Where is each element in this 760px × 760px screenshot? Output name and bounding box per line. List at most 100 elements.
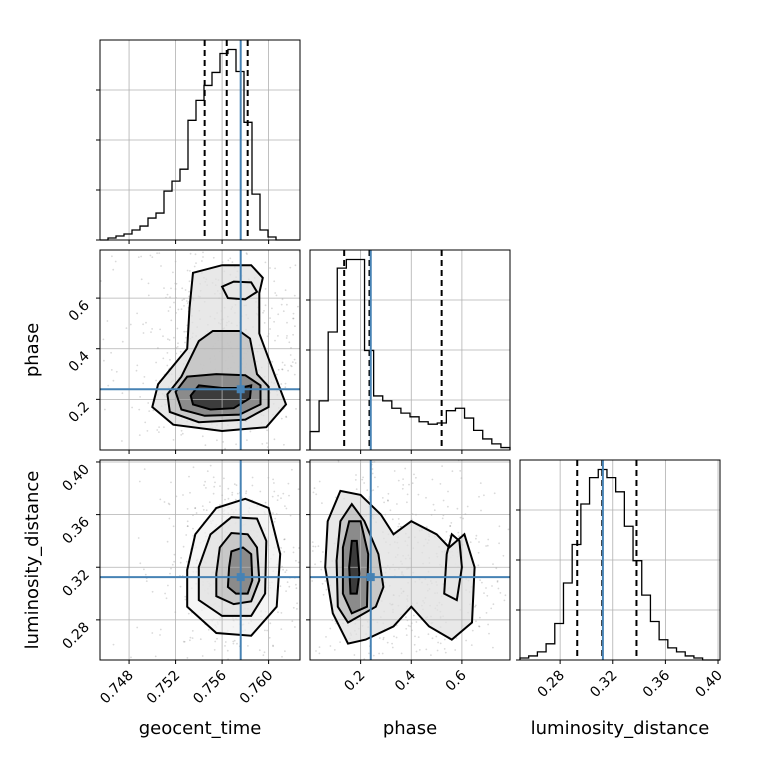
- sample-point: [470, 644, 473, 646]
- sample-point: [292, 317, 295, 320]
- sample-point: [169, 572, 171, 575]
- sample-point: [292, 312, 295, 315]
- sample-point: [261, 443, 264, 445]
- sample-point: [396, 503, 398, 505]
- x-axis-label-luminosity-distance: luminosity_distance: [531, 718, 710, 739]
- sample-point: [184, 289, 187, 291]
- sample-point: [110, 351, 112, 354]
- sample-point: [170, 567, 172, 570]
- sample-point: [247, 645, 249, 647]
- sample-point: [393, 470, 396, 472]
- sample-point: [188, 475, 190, 478]
- sample-point: [483, 592, 485, 594]
- sample-point: [274, 517, 277, 520]
- sample-point: [493, 492, 496, 495]
- sample-point: [192, 466, 195, 469]
- sample-point: [355, 488, 358, 491]
- sample-point: [469, 541, 472, 544]
- y-tick-label: 0.40: [59, 461, 92, 494]
- sample-point: [496, 580, 499, 582]
- sample-point: [233, 639, 236, 642]
- sample-point: [295, 559, 297, 562]
- sample-point: [414, 635, 416, 638]
- sample-point: [156, 252, 159, 255]
- sample-point: [284, 650, 286, 653]
- sample-point: [111, 255, 113, 258]
- sample-point: [282, 568, 284, 571]
- sample-point: [277, 313, 280, 316]
- sample-point: [262, 311, 264, 314]
- sample-point: [418, 649, 421, 651]
- sample-point: [289, 354, 292, 356]
- sample-point: [320, 568, 323, 571]
- sample-point: [173, 553, 176, 556]
- sample-point: [353, 654, 356, 656]
- sample-point: [288, 341, 291, 344]
- sample-point: [179, 561, 182, 564]
- sample-point: [497, 587, 500, 590]
- sample-point: [362, 476, 364, 479]
- sample-point: [314, 545, 317, 548]
- sample-point: [471, 629, 474, 632]
- sample-point: [167, 310, 170, 312]
- sample-point: [188, 280, 191, 283]
- sample-point: [290, 364, 292, 367]
- sample-point: [431, 478, 434, 481]
- sample-point: [273, 482, 275, 484]
- sample-point: [407, 624, 410, 627]
- sample-point: [208, 501, 211, 504]
- sample-point: [339, 641, 341, 643]
- sample-point: [391, 646, 394, 649]
- sample-point: [292, 317, 294, 320]
- sample-point: [245, 252, 248, 255]
- sample-point: [399, 525, 402, 528]
- x-axis-label-phase: phase: [383, 718, 437, 739]
- sample-point: [430, 654, 432, 656]
- sample-point: [368, 652, 370, 655]
- sample-point: [503, 599, 506, 602]
- sample-point: [285, 590, 287, 592]
- sample-point: [166, 293, 169, 296]
- y-axis-label-luminosity-distance: luminosity_distance: [22, 471, 43, 650]
- sample-point: [148, 410, 151, 412]
- sample-point: [271, 307, 273, 310]
- sample-point: [276, 373, 278, 376]
- sample-point: [313, 487, 316, 490]
- sample-point: [189, 636, 192, 639]
- contour-phase-luminosity_distance-0: [348, 539, 361, 595]
- sample-point: [182, 494, 184, 496]
- sample-point: [285, 337, 288, 339]
- sample-point: [502, 554, 505, 557]
- sample-point: [315, 650, 317, 652]
- sample-point: [496, 581, 499, 583]
- sample-point: [193, 265, 196, 268]
- sample-point: [269, 622, 272, 625]
- sample-point: [249, 430, 252, 433]
- contour-geocent_time-luminosity_distance-3: [186, 497, 282, 637]
- sample-point: [284, 386, 287, 389]
- density-layer: [100, 250, 510, 661]
- sample-point: [283, 443, 285, 446]
- sample-point: [382, 638, 385, 641]
- sample-point: [372, 489, 375, 491]
- sample-point: [311, 550, 314, 552]
- sample-point: [273, 438, 276, 441]
- sample-point: [281, 368, 284, 371]
- sample-point: [276, 499, 279, 501]
- sample-point: [264, 501, 267, 504]
- sample-point: [499, 592, 502, 594]
- sample-point: [140, 255, 143, 258]
- sample-point: [212, 256, 215, 259]
- contour-layer: [151, 264, 476, 645]
- panel-frame: [309, 459, 511, 661]
- sample-point: [137, 537, 140, 539]
- sample-point: [282, 310, 285, 313]
- sample-point: [107, 384, 110, 387]
- sample-point: [175, 282, 178, 285]
- y-tick-label: 0.2: [66, 399, 93, 426]
- y-tick-label: 0.36: [59, 514, 92, 547]
- sample-point: [289, 266, 292, 269]
- sample-point: [449, 525, 452, 527]
- sample-point: [478, 495, 480, 498]
